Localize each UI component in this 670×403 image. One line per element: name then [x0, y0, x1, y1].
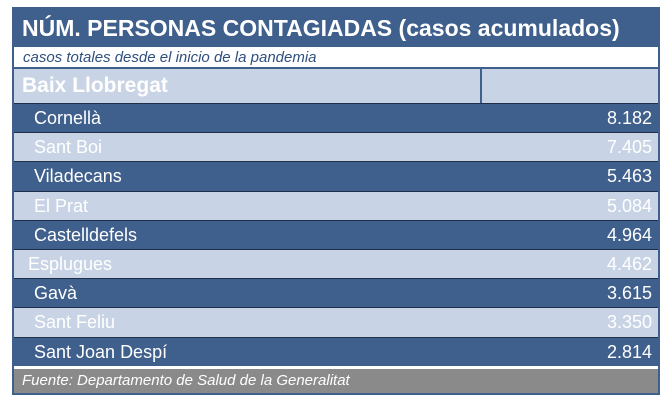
case-count: 4.964	[606, 224, 652, 245]
table-row: Sant Joan Despí 2.814	[14, 336, 658, 366]
table-row: Esplugues 4.462	[14, 248, 658, 279]
municipality-name: Sant Boi	[34, 137, 103, 158]
region-header-row: Baix Llobregat	[14, 69, 658, 103]
municipality-name: Viladecans	[34, 166, 122, 187]
region-value-cell	[484, 69, 658, 103]
case-count: 2.814	[606, 341, 652, 362]
case-count: 5.084	[606, 195, 652, 216]
municipality-name: Castelldefels	[34, 224, 138, 245]
table-row: El Prat 5.084	[14, 190, 658, 220]
municipality-name: Sant Joan Despí	[34, 341, 168, 362]
municipality-name: El Prat	[34, 195, 89, 216]
case-count: 3.350	[606, 312, 652, 333]
table-row: Viladecans 5.463	[14, 161, 658, 191]
municipality-name: Esplugues	[28, 253, 113, 274]
case-count: 4.462	[606, 253, 652, 274]
table-subtitle: casos totales desde el inicio de la pand…	[14, 47, 658, 69]
region-name: Baix Llobregat	[14, 69, 482, 103]
infographic-table: NÚM. PERSONAS CONTAGIADAS (casos acumula…	[12, 7, 660, 395]
case-count: 7.405	[606, 137, 652, 158]
table-title: NÚM. PERSONAS CONTAGIADAS (casos acumula…	[14, 9, 658, 47]
table-row: Castelldefels 4.964	[14, 219, 658, 249]
table-row: Cornellà 8.182	[14, 103, 658, 133]
municipality-name: Gavà	[34, 283, 78, 304]
case-count: 5.463	[606, 166, 652, 187]
municipality-name: Sant Feliu	[34, 312, 116, 333]
case-count: 3.615	[606, 283, 652, 304]
table-body: Cornellà 8.182 Sant Boi 7.405 Viladecans…	[14, 103, 658, 366]
table-row: Sant Boi 7.405	[14, 132, 658, 162]
source-footer: Fuente: Departamento de Salud de la Gene…	[14, 369, 658, 393]
table-row: Sant Feliu 3.350	[14, 307, 658, 337]
case-count: 8.182	[606, 108, 652, 128]
table-row: Gavà 3.615	[14, 278, 658, 308]
municipality-name: Cornellà	[34, 108, 102, 128]
